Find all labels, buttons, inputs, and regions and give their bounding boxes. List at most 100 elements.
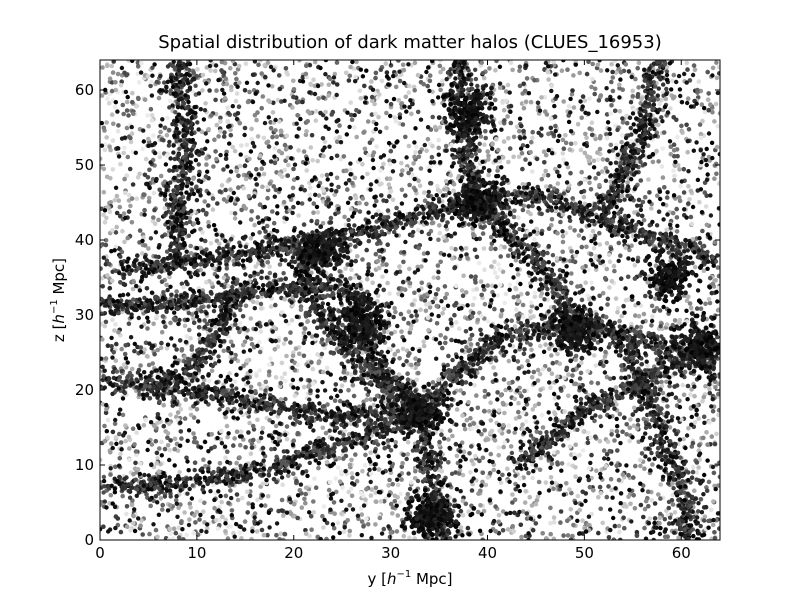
halo-point (487, 66, 492, 71)
halo-point (399, 329, 404, 334)
halo-point (373, 70, 379, 76)
halo-point (580, 265, 585, 271)
plot-area (100, 60, 720, 540)
halo-point (549, 217, 555, 222)
halo-point (567, 225, 573, 230)
halo-point (178, 407, 184, 412)
halo-point (524, 340, 530, 345)
halo-point (493, 504, 498, 509)
halo-point (673, 395, 679, 401)
halo-point (261, 532, 267, 538)
halo-point (531, 314, 536, 319)
halo-point (711, 417, 716, 423)
halo-point (140, 146, 145, 152)
halo-point (153, 438, 159, 444)
halo-point (179, 436, 184, 441)
halo-point (231, 443, 236, 448)
halo-point (583, 131, 588, 137)
halo-point (182, 323, 188, 329)
halo-point (152, 207, 157, 213)
halo-point (473, 453, 478, 459)
halo-point (645, 363, 650, 369)
halo-point (162, 446, 168, 452)
halo-point (277, 172, 282, 177)
halo-point (446, 437, 451, 442)
halo-point (525, 358, 530, 364)
halo-point (578, 180, 584, 186)
halo-point (680, 382, 686, 388)
halo-point (108, 492, 114, 498)
halo-point (469, 488, 475, 493)
halo-point (672, 318, 678, 323)
halo-point (209, 113, 214, 118)
halo-point (160, 507, 165, 512)
halo-point (113, 80, 118, 85)
halo-point (289, 511, 294, 517)
halo-point (454, 453, 460, 459)
halo-point (608, 111, 614, 116)
halo-point (102, 423, 107, 429)
halo-point (714, 144, 720, 150)
halo-point (127, 446, 132, 451)
halo-point (187, 215, 192, 221)
halo-point (140, 532, 145, 537)
halo-point (240, 495, 245, 501)
halo-point (146, 123, 151, 129)
halo-point (558, 386, 563, 391)
halo-point (310, 157, 316, 163)
halo-point (542, 109, 548, 114)
halo-point (415, 362, 421, 367)
halo-point (638, 178, 644, 183)
halo-point (353, 258, 359, 264)
halo-point (154, 461, 159, 466)
halo-point (337, 269, 343, 274)
halo-point (511, 134, 517, 140)
halo-point (320, 136, 326, 141)
halo-point (244, 358, 250, 363)
halo-point (675, 153, 680, 159)
halo-point (590, 229, 596, 234)
halo-point (126, 113, 131, 118)
halo-point (559, 68, 565, 73)
halo-point (219, 183, 225, 188)
halo-point (595, 157, 601, 163)
halo-point (118, 280, 123, 285)
halo-point (560, 249, 565, 255)
halo-point (529, 503, 535, 508)
halo-point (352, 125, 357, 130)
halo-point (118, 440, 124, 445)
halo-point (567, 218, 573, 223)
halo-point (717, 526, 720, 531)
halo-point (443, 340, 448, 346)
halo-point (506, 358, 512, 364)
halo-point (158, 173, 164, 179)
halo-point (414, 144, 419, 149)
halo-point (597, 242, 603, 247)
halo-point (597, 230, 602, 236)
halo-point (538, 343, 543, 349)
halo-point (454, 407, 460, 412)
halo-point (502, 410, 507, 416)
halo-point (206, 219, 211, 225)
halo-point (671, 168, 676, 173)
halo-point (358, 490, 364, 496)
halo-point (165, 443, 171, 448)
halo-point (371, 150, 377, 155)
halo-point (261, 135, 267, 141)
halo-point (181, 537, 186, 540)
halo-point (229, 84, 234, 90)
halo-point (221, 348, 227, 354)
halo-point (612, 406, 617, 412)
halo-point (361, 493, 366, 499)
halo-point (638, 463, 643, 469)
halo-point (138, 523, 143, 528)
halo-point (242, 88, 248, 93)
halo-point (639, 451, 645, 456)
halo-point (512, 497, 518, 503)
halo-point (347, 167, 353, 173)
halo-point (597, 293, 602, 299)
halo-point (311, 319, 317, 324)
halo-point (395, 513, 401, 518)
halo-point (146, 199, 152, 204)
halo-point (591, 158, 597, 164)
